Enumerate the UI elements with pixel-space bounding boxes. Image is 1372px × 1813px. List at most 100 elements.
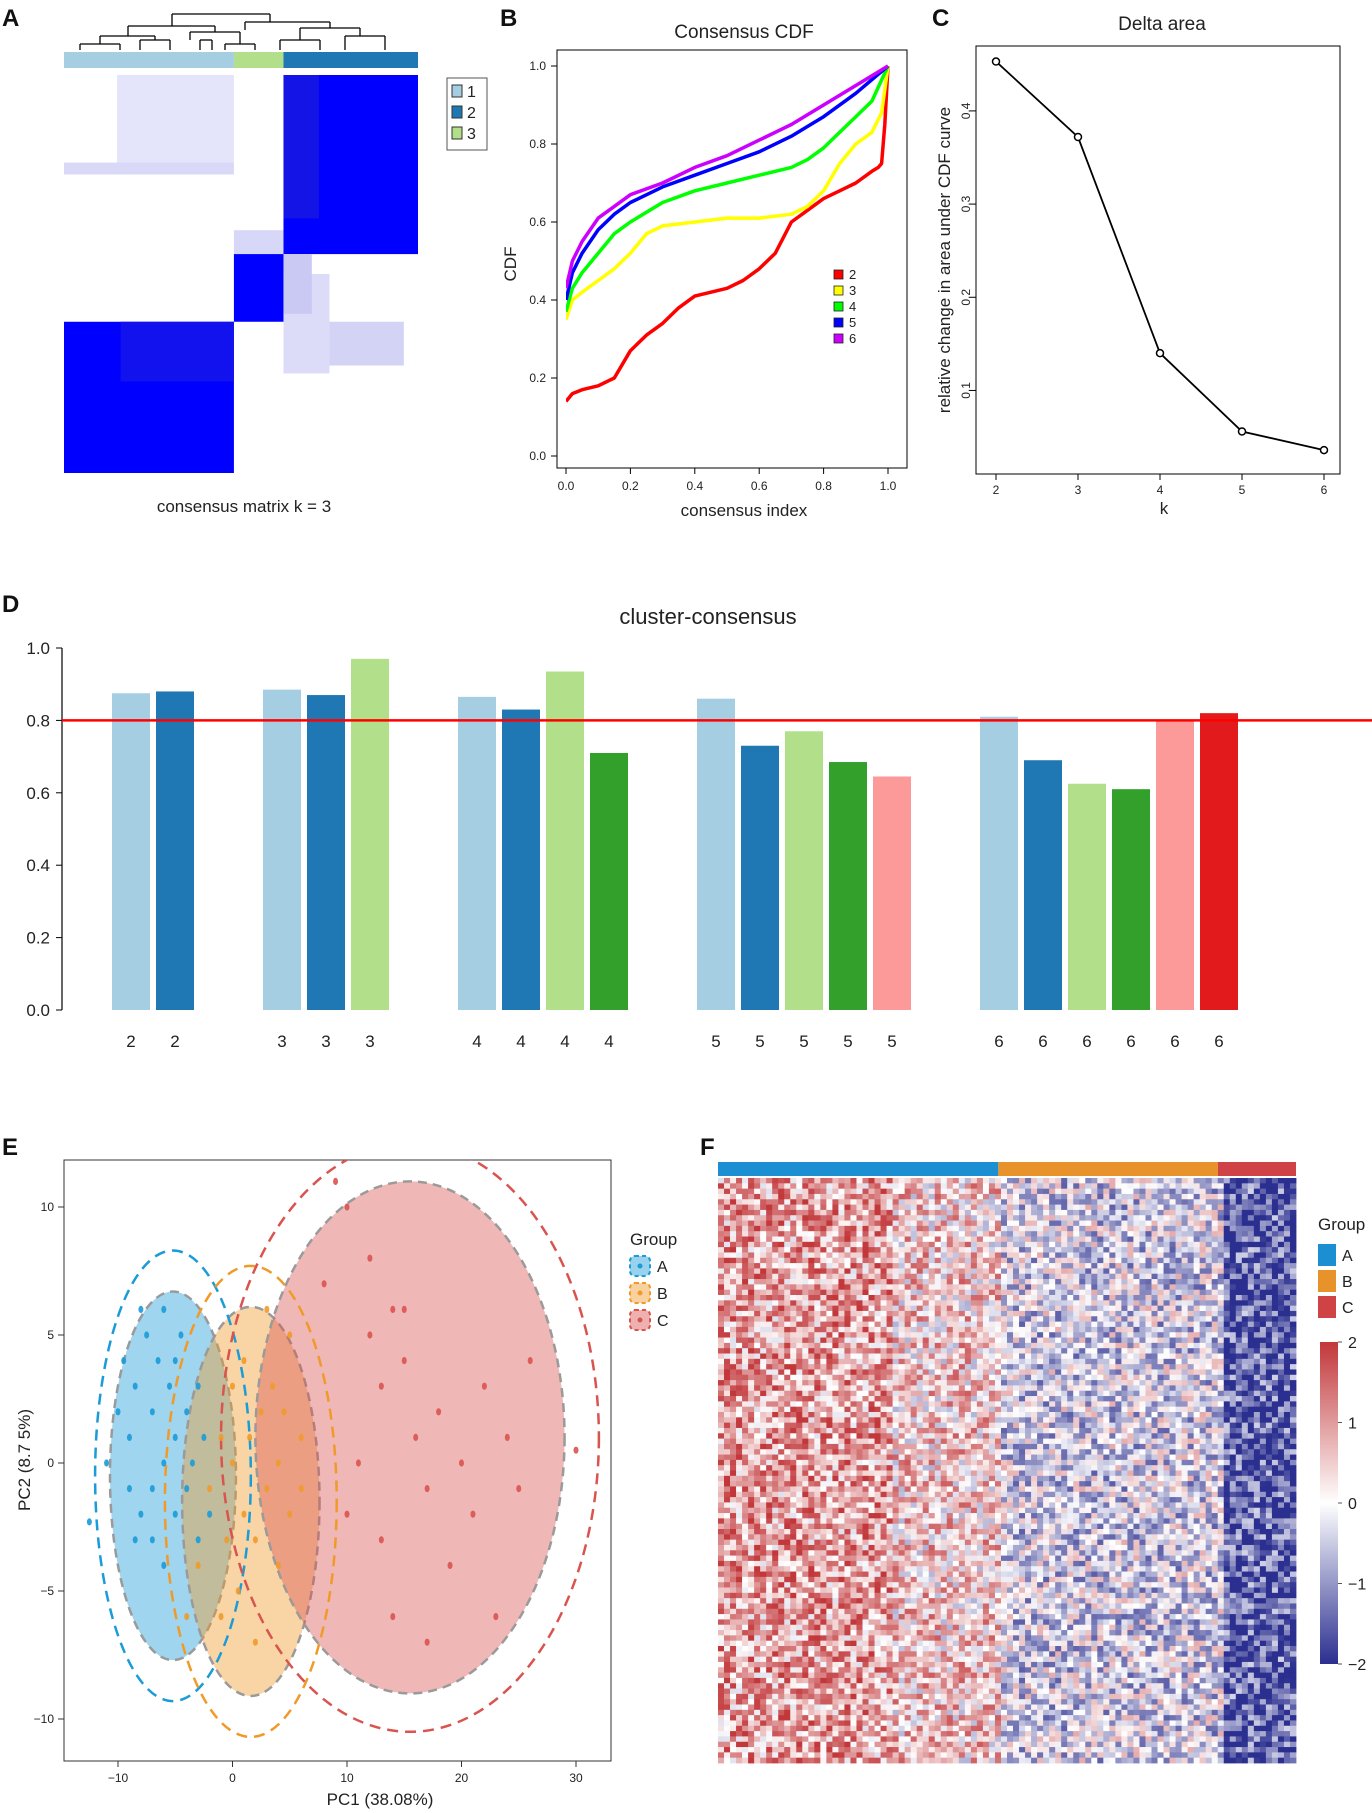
heatmap-cell xyxy=(940,1188,948,1195)
heatmap-cell xyxy=(916,1374,924,1381)
heatmap-cell xyxy=(958,1646,966,1652)
heatmap-cell xyxy=(844,1523,851,1530)
heatmap-cell xyxy=(808,1465,815,1471)
heatmap-cell xyxy=(730,1704,737,1711)
heatmap-cell xyxy=(952,1236,960,1243)
pca-point-B xyxy=(287,1510,293,1518)
heatmap-cell xyxy=(868,1241,875,1248)
heatmap-cell xyxy=(886,1677,893,1684)
heatmap-cell xyxy=(880,1507,887,1514)
delta-line xyxy=(995,60,1325,451)
heatmap-cell xyxy=(862,1279,869,1285)
heatmap-cell xyxy=(754,1576,761,1583)
heatmap-cell xyxy=(892,1380,900,1386)
heatmap-cell xyxy=(856,1747,863,1753)
heatmap-cell xyxy=(862,1603,869,1610)
heatmap-cell xyxy=(844,1640,851,1647)
heatmap-cell xyxy=(736,1491,743,1498)
bar-k5-cluster4 xyxy=(829,762,867,1010)
heatmap-cell xyxy=(844,1582,851,1588)
heatmap-cell xyxy=(832,1550,839,1556)
heatmap-cell xyxy=(904,1507,912,1514)
heatmap-cell xyxy=(886,1731,893,1737)
heatmap-cell xyxy=(748,1661,755,1668)
heatmap-cell xyxy=(826,1507,833,1514)
heatmap-cell xyxy=(742,1523,749,1530)
heatmap-cell xyxy=(922,1555,930,1562)
heatmap-cell xyxy=(796,1507,803,1514)
heatmap-cell xyxy=(778,1539,785,1546)
heatmap-cell xyxy=(736,1231,743,1237)
heatmap-cell xyxy=(898,1204,906,1211)
heatmap-cell xyxy=(916,1433,924,1439)
heatmap-cell xyxy=(964,1529,972,1535)
pca-plot-area xyxy=(86,1160,601,1739)
heatmap-cell xyxy=(946,1247,954,1253)
heatmap-cell xyxy=(862,1534,869,1541)
heatmap-cell xyxy=(940,1183,948,1190)
heatmap-cell xyxy=(838,1550,845,1556)
heatmap-cell xyxy=(916,1310,924,1317)
heatmap-cell xyxy=(736,1412,743,1418)
heatmap-cell xyxy=(760,1364,767,1370)
heatmap-cell xyxy=(964,1651,972,1658)
heatmap-cell xyxy=(850,1576,857,1583)
heatmap-cell xyxy=(754,1193,761,1200)
heatmap-cell xyxy=(820,1560,827,1567)
heatmap-cell xyxy=(742,1640,749,1647)
heatmap-cell xyxy=(820,1316,827,1322)
heatmap-cell xyxy=(784,1651,791,1658)
heatmap-cell xyxy=(736,1257,743,1264)
heatmap-cell xyxy=(910,1241,918,1248)
heatmap-cell xyxy=(904,1741,912,1748)
heatmap-cell xyxy=(850,1321,857,1328)
heatmap-cell xyxy=(760,1603,767,1610)
heatmap-cell xyxy=(814,1321,821,1328)
heatmap-cell xyxy=(904,1284,912,1291)
heatmap-cell xyxy=(952,1449,960,1455)
heatmap-cell xyxy=(790,1417,797,1424)
heatmap-cell xyxy=(796,1358,803,1365)
heatmap-cell xyxy=(796,1422,803,1429)
heatmap-cell xyxy=(718,1401,725,1408)
heatmap-cell xyxy=(910,1257,918,1264)
heatmap-cell xyxy=(910,1279,918,1285)
heatmap-cell xyxy=(718,1284,725,1291)
heatmap-cell xyxy=(778,1646,785,1652)
heatmap-cell xyxy=(718,1252,725,1259)
heatmap-cell xyxy=(820,1619,827,1626)
heatmap-cell xyxy=(916,1507,924,1514)
heatmap-cell xyxy=(760,1720,767,1727)
heatmap-cell xyxy=(832,1646,839,1652)
heatmap-cell xyxy=(880,1635,887,1642)
heatmap-cell xyxy=(796,1582,803,1588)
heatmap-cell xyxy=(958,1449,966,1455)
x-tick-label: 20 xyxy=(455,1771,469,1785)
heatmap-cell xyxy=(868,1736,875,1743)
bar-k6-cluster3 xyxy=(1068,783,1106,1010)
heatmap-cell xyxy=(736,1220,743,1227)
heatmap-cell xyxy=(778,1380,785,1386)
heatmap-cell xyxy=(790,1459,797,1466)
heatmap-cell xyxy=(772,1592,779,1599)
heatmap-cell xyxy=(790,1337,797,1344)
heatmap-cell xyxy=(946,1215,954,1221)
heatmap-cell xyxy=(778,1587,785,1594)
heatmap-cell xyxy=(826,1656,833,1663)
heatmap-cell xyxy=(844,1459,851,1466)
heatmap-cell xyxy=(856,1656,863,1663)
heatmap-cell xyxy=(868,1443,875,1450)
heatmap-cell xyxy=(742,1752,749,1759)
heatmap-cell xyxy=(952,1241,960,1248)
heatmap-cell xyxy=(916,1358,924,1365)
heatmap-cell xyxy=(808,1459,815,1466)
heatmap-cell xyxy=(862,1683,869,1689)
heatmap-cell xyxy=(856,1752,863,1759)
pca-point-C xyxy=(355,1459,361,1467)
heatmap-cell xyxy=(934,1747,942,1753)
heatmap-cell xyxy=(868,1465,875,1471)
heatmap-cell xyxy=(718,1576,725,1583)
heatmap-cell xyxy=(874,1305,881,1312)
heatmap-cell xyxy=(874,1630,881,1636)
heatmap-cell xyxy=(952,1699,960,1705)
